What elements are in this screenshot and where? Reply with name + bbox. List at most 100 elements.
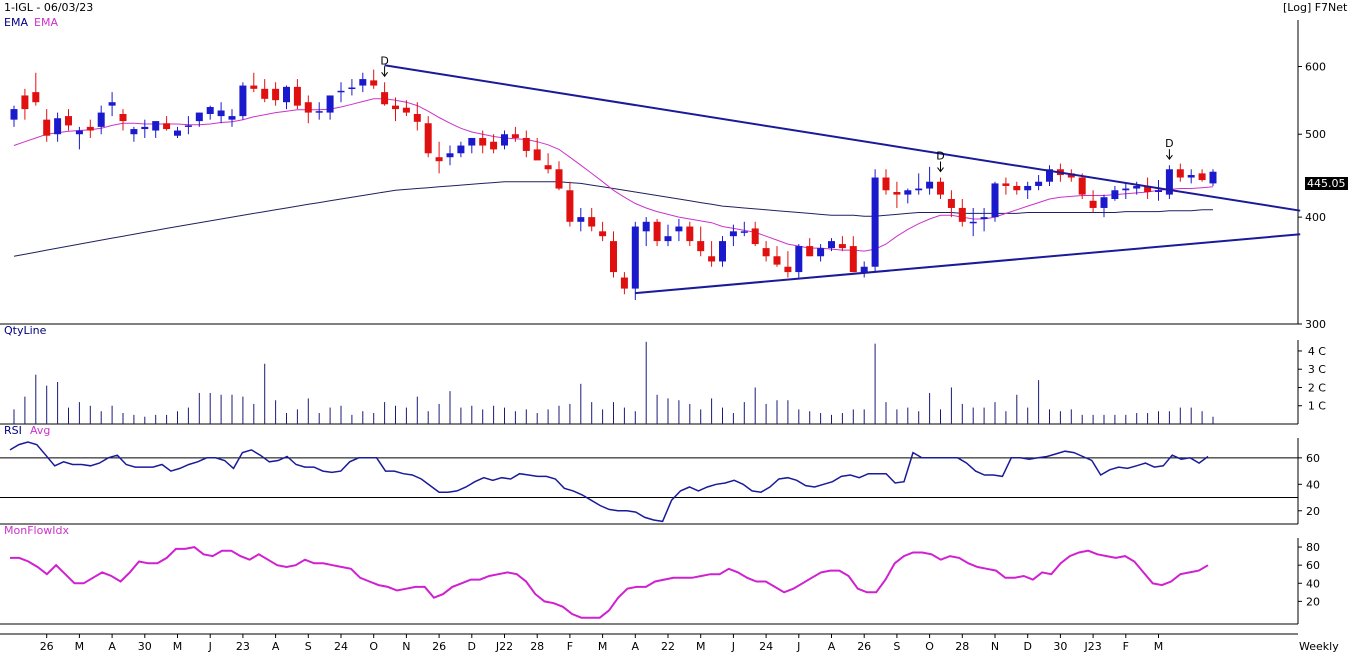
candle-body xyxy=(54,118,62,135)
x-tick-label: M xyxy=(1154,640,1164,653)
candle-body xyxy=(457,145,465,154)
candle-body xyxy=(860,266,868,273)
volume-ytick-label: 2 C xyxy=(1308,381,1326,394)
candle-body xyxy=(991,183,999,218)
candle-body xyxy=(795,246,803,273)
candle-body xyxy=(686,226,694,242)
x-tick-label: D xyxy=(468,640,476,653)
candle-body xyxy=(21,95,29,110)
candle-body xyxy=(43,119,51,136)
candle-body xyxy=(174,130,181,136)
rsi-panel: 20 40 60 xyxy=(0,438,1320,525)
candle-body xyxy=(849,246,857,273)
candle-body xyxy=(577,217,585,222)
dividend-marker-arrowhead xyxy=(937,167,944,173)
candle-body xyxy=(969,221,977,224)
volume-ytick-label: 1 C xyxy=(1308,400,1326,413)
candle-body xyxy=(1111,190,1119,200)
candle-body xyxy=(217,110,225,117)
candle-body xyxy=(653,221,661,242)
candle-body xyxy=(937,181,944,195)
x-tick-label: 30 xyxy=(1053,640,1067,653)
x-tick-label: J23 xyxy=(1083,640,1101,653)
candle-body xyxy=(163,123,171,130)
candle-body xyxy=(915,188,923,191)
price-panel: 300 400 500 600 D D D xyxy=(0,20,1326,331)
x-tick-label: M xyxy=(75,640,85,653)
candle-body xyxy=(1035,181,1043,186)
candle-body xyxy=(544,165,552,170)
candle-body xyxy=(315,111,323,113)
candle-body xyxy=(184,125,192,127)
scale-label: [Log] F7Net xyxy=(1283,1,1348,14)
x-tick-label: S xyxy=(305,640,312,653)
x-tick-label: J xyxy=(731,640,735,653)
price-ytick-label: 400 xyxy=(1305,211,1326,224)
candle-body xyxy=(1067,173,1075,178)
candle-body xyxy=(381,92,389,105)
candle-body xyxy=(1122,188,1130,191)
x-tick-label: A xyxy=(828,640,836,653)
dividend-marker-label: D xyxy=(380,54,388,67)
candle-body xyxy=(762,248,770,257)
x-tick-label: 22 xyxy=(661,640,675,653)
x-tick-label: M xyxy=(696,640,706,653)
candle-body xyxy=(817,248,825,257)
x-tick-label: A xyxy=(632,640,640,653)
candle-body xyxy=(413,113,421,122)
candle-body xyxy=(522,137,530,151)
candle-body xyxy=(1002,183,1010,186)
candle-body xyxy=(250,85,258,89)
candle-body xyxy=(468,137,476,146)
candle-body xyxy=(1013,185,1021,191)
x-tick-label: F xyxy=(1123,640,1129,653)
mfi-ytick-label: 20 xyxy=(1306,595,1320,608)
candle-body xyxy=(490,141,498,150)
candle-body xyxy=(1078,177,1086,195)
x-tick-label: 26 xyxy=(857,640,871,653)
candle-body xyxy=(773,256,781,265)
candle-body xyxy=(119,113,127,122)
volume-ytick-label: 4 C xyxy=(1308,345,1326,358)
x-tick-label: F xyxy=(567,640,573,653)
ema-short-line xyxy=(13,98,1214,252)
candle-body xyxy=(784,266,792,273)
candle-body xyxy=(980,217,988,219)
mfi-ytick-label: 40 xyxy=(1306,577,1320,590)
x-tick-label: 26 xyxy=(432,640,446,653)
candle-body xyxy=(926,181,934,189)
x-tick-label: J xyxy=(208,640,212,653)
candle-body xyxy=(828,241,835,249)
candle-body xyxy=(740,231,748,233)
candle-body xyxy=(838,244,846,249)
rsi-ytick-label: 20 xyxy=(1306,505,1320,518)
candle-body xyxy=(1176,169,1184,178)
candle-body xyxy=(228,116,236,120)
candle-body xyxy=(402,107,410,113)
candle-body xyxy=(882,177,890,191)
candle-body xyxy=(108,102,116,106)
candle-body xyxy=(424,123,432,154)
candle-body xyxy=(1100,197,1108,208)
price-ytick-label: 300 xyxy=(1305,318,1326,331)
rsi-ytick-label: 60 xyxy=(1306,452,1320,465)
mfi-line xyxy=(10,546,1209,619)
x-tick-label: A xyxy=(108,640,116,653)
candle-body xyxy=(893,191,901,195)
x-tick-label: N xyxy=(402,640,410,653)
chart-title: 1-IGL - 06/03/23 xyxy=(4,1,94,14)
mfi-panel: 20 40 60 80 xyxy=(0,538,1320,625)
x-tick-label: 23 xyxy=(236,640,250,653)
candle-body xyxy=(501,134,508,146)
x-tick-label: 28 xyxy=(955,640,969,653)
candle-body xyxy=(555,169,563,189)
candle-body xyxy=(141,126,149,130)
x-tick-label: 26 xyxy=(40,640,54,653)
candle-body xyxy=(1209,171,1217,184)
candle-body xyxy=(304,102,312,113)
candle-body xyxy=(904,190,912,195)
rsi-ytick-label: 40 xyxy=(1306,478,1320,491)
x-tick-label: N xyxy=(991,640,999,653)
candle-body xyxy=(359,79,367,86)
